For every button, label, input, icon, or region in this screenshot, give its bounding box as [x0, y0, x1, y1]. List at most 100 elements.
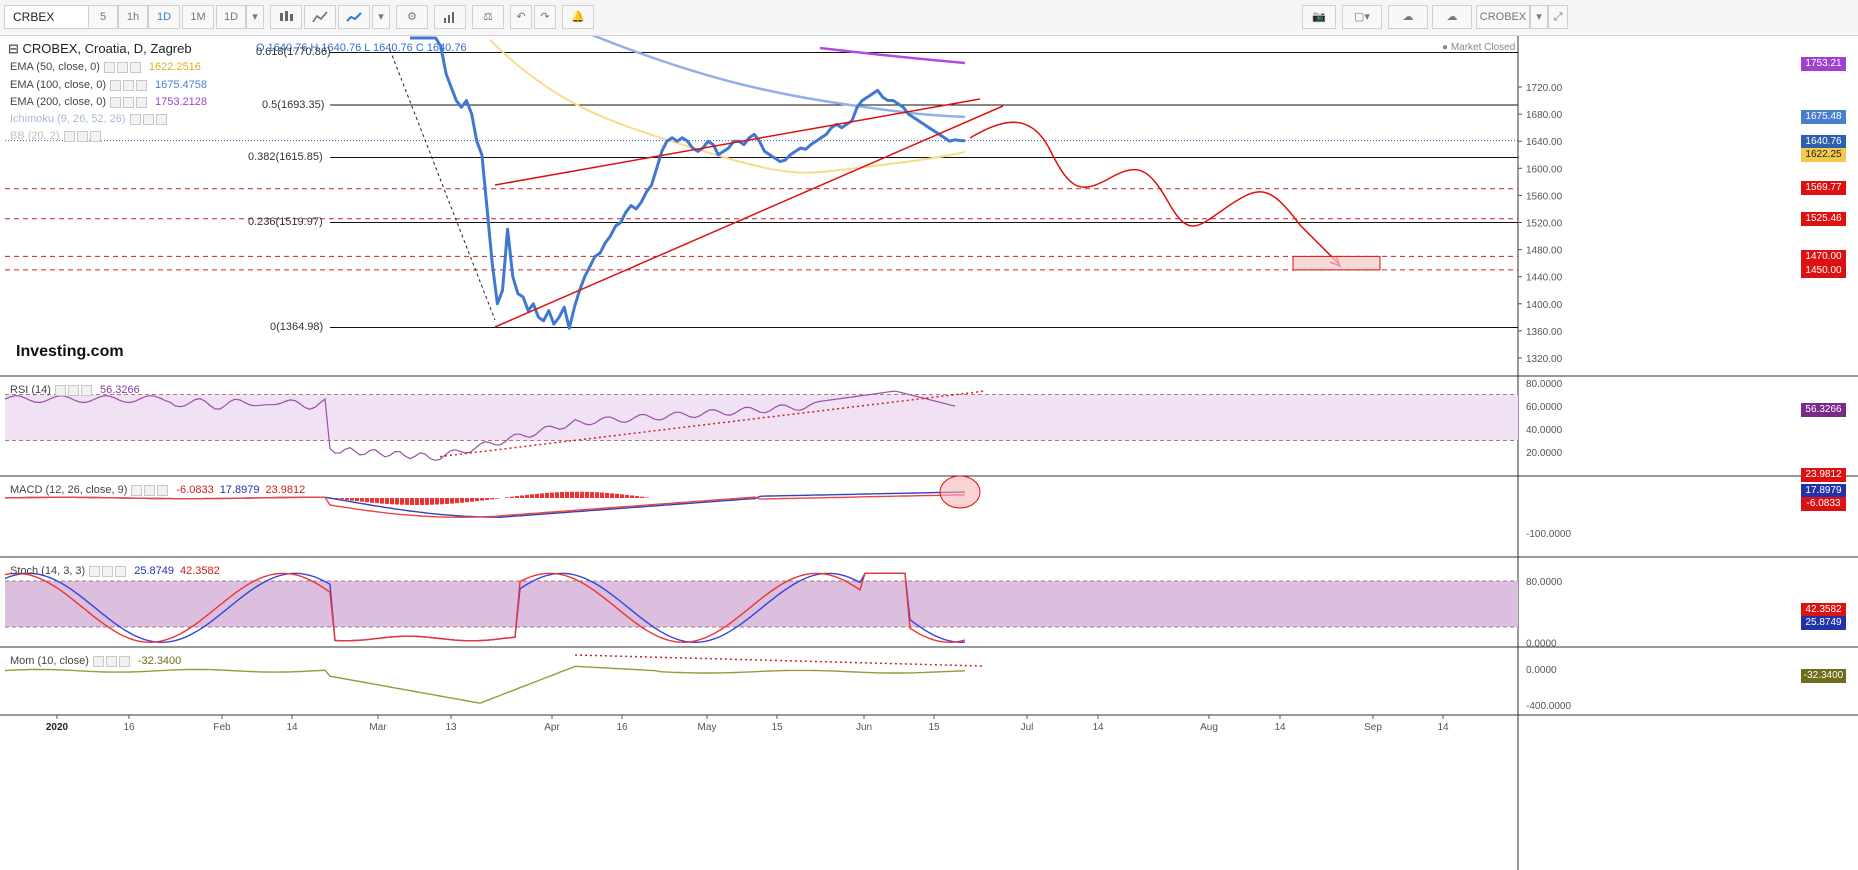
price-tick-label: 1360.00	[1526, 327, 1563, 338]
redo-icon[interactable]: ↷	[534, 5, 556, 29]
undo-icon[interactable]: ↶	[510, 5, 532, 29]
interval-5-button[interactable]: 5	[88, 5, 118, 29]
indicators-icon[interactable]	[434, 5, 466, 29]
macd-histogram-bar	[380, 498, 384, 504]
price-line	[410, 36, 966, 330]
macd-histogram-bar	[625, 494, 629, 498]
price-tick-label: 1520.00	[1526, 219, 1563, 230]
macd-histogram-bar	[510, 496, 514, 498]
x-tick-label: 15	[771, 722, 783, 733]
price-tag-stoch-a: 42.3582	[1801, 603, 1846, 617]
macd-histogram-bar	[640, 496, 644, 498]
macd-histogram-bar	[645, 497, 649, 498]
macd-histogram-bar	[420, 498, 424, 505]
layout-icon[interactable]: ▢▾	[1342, 5, 1382, 29]
macd-histogram-bar	[445, 498, 449, 504]
macd-histogram-bar	[485, 498, 489, 500]
macd-histogram-bar	[490, 498, 494, 500]
ema50-line	[489, 39, 966, 174]
mom-tick-label: -400.0000	[1526, 701, 1571, 712]
interval-1m-button[interactable]: 1M	[182, 5, 214, 29]
price-tag-1450: 1450.00	[1801, 264, 1846, 278]
macd-histogram-bar	[355, 498, 359, 502]
symbol-input[interactable]: CRBEX	[4, 5, 100, 29]
macd-histogram-bar	[405, 498, 409, 505]
macd-histogram-bar	[545, 492, 549, 498]
stoch-band	[5, 581, 1518, 627]
legend-macd[interactable]: MACD (12, 26, close, 9) -6.0833 17.8979 23.…	[10, 484, 306, 496]
macd-histogram-bar	[620, 494, 624, 498]
alert-bell-icon[interactable]: 🔔	[562, 5, 594, 29]
gear-icon[interactable]: ⚙	[396, 5, 428, 29]
chart-title: CROBEX, Croatia, D, Zagreb	[22, 41, 192, 56]
macd-tick-label: -100.0000	[1526, 529, 1571, 540]
macd-signal-line	[4, 494, 965, 519]
legend-rsi[interactable]: RSI (14) 56.3266	[10, 384, 140, 396]
compare-scale-icon[interactable]: ⚖	[472, 5, 504, 29]
macd-histogram-bar	[430, 498, 434, 505]
chevron-down-icon[interactable]: ▾	[1530, 5, 1548, 29]
ema100-line	[591, 36, 966, 119]
price-tick-label: 1600.00	[1526, 164, 1563, 175]
fullscreen-icon[interactable]: ⤢	[1548, 5, 1568, 29]
cloud-download-icon[interactable]: ☁	[1388, 5, 1428, 29]
macd-histogram-bar	[435, 498, 439, 505]
macd-histogram-bar	[540, 493, 544, 498]
macd-histogram-bar	[370, 498, 374, 503]
macd-histogram-bar	[475, 498, 479, 502]
chevron-down-icon[interactable]: ▾	[372, 5, 390, 29]
chevron-down-icon[interactable]: ▾	[246, 5, 264, 29]
wedge-lower-line	[494, 105, 1004, 328]
legend-ichimoku[interactable]: Ichimoku (9, 26, 52, 26)	[10, 113, 169, 125]
interval-1h-button[interactable]: 1h	[118, 5, 148, 29]
rsi-tick-label: 80.0000	[1526, 379, 1563, 390]
legend-mom[interactable]: Mom (10, close) -32.3400	[10, 655, 182, 667]
macd-histogram-bar	[585, 491, 589, 498]
fib-label-0618: 0.618(1770.86)	[256, 46, 331, 58]
macd-histogram-bar	[630, 495, 634, 498]
legend-ema200[interactable]: EMA (200, close, 0) 1753.2128	[10, 96, 207, 108]
price-tick-label: 1440.00	[1526, 273, 1563, 284]
interval-select[interactable]: 1D	[216, 5, 246, 29]
legend-ema100[interactable]: EMA (100, close, 0) 1675.4758	[10, 79, 207, 91]
chart-title-row: ⊟ CROBEX, Croatia, D, Zagreb	[8, 41, 192, 57]
price-tick-label: 1320.00	[1526, 354, 1563, 365]
line-chart-icon[interactable]	[338, 5, 370, 29]
x-tick-label: 14	[1092, 722, 1104, 733]
area-chart-icon[interactable]	[304, 5, 336, 29]
legend-stoch[interactable]: Stoch (14, 3, 3) 25.8749 42.3582	[10, 565, 220, 577]
fib-label-05: 0.5(1693.35)	[262, 99, 325, 111]
collapse-icon[interactable]: ⊟	[8, 41, 19, 56]
macd-histogram-bar	[455, 498, 459, 504]
legend-bb[interactable]: BB (20, 2)	[10, 130, 103, 142]
rsi-line	[4, 390, 956, 461]
x-tick-label: Jun	[856, 722, 872, 733]
interval-1d-button[interactable]: 1D	[148, 5, 180, 29]
price-tick-label: 1680.00	[1526, 110, 1563, 121]
macd-histogram-bar	[505, 497, 509, 498]
x-tick-label: 16	[123, 722, 135, 733]
market-status: ● Market Closed	[1442, 42, 1516, 53]
macd-histogram-bar	[375, 498, 379, 504]
chart-canvas[interactable]: 1720.001680.001640.001600.001560.001520.…	[0, 36, 1858, 870]
macd-histogram-bar	[365, 498, 369, 503]
price-tick-label: 1720.00	[1526, 83, 1563, 94]
x-tick-label: Jul	[1021, 722, 1034, 733]
candles-icon[interactable]	[270, 5, 302, 29]
legend-ema50[interactable]: EMA (50, close, 0) 1622.2516	[10, 61, 201, 73]
stoch-tick-label: 80.0000	[1526, 577, 1563, 588]
macd-histogram-bar	[440, 498, 444, 505]
macd-histogram-bar	[350, 498, 354, 501]
rsi-tick-label: 40.0000	[1526, 425, 1563, 436]
ohlc-readout: O 1640.76 H 1640.76 L 1640.76 C 1640.76	[256, 42, 467, 54]
projection-path	[969, 121, 1341, 266]
status-dot-icon: ●	[1442, 42, 1449, 53]
price-tag-macd-a: 17.8979	[1801, 484, 1846, 498]
camera-icon[interactable]: 📷	[1302, 5, 1336, 29]
momentum-line	[4, 665, 966, 704]
x-tick-label: 14	[1437, 722, 1449, 733]
macd-histogram-bar	[610, 493, 614, 498]
x-tick-label: 13	[445, 722, 457, 733]
cloud-upload-icon[interactable]: ☁	[1432, 5, 1472, 29]
x-tick-label: Aug	[1200, 722, 1218, 733]
